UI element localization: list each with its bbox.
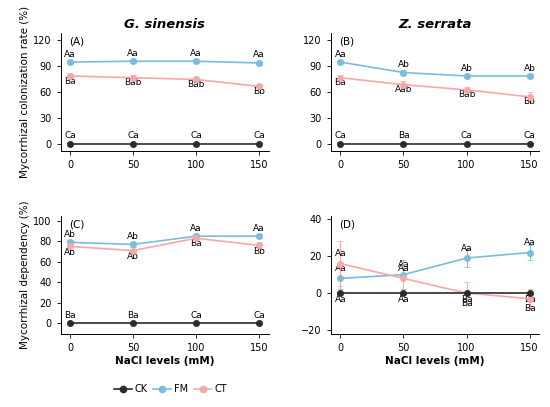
Text: Aab: Aab (395, 85, 412, 94)
Text: (C): (C) (69, 219, 84, 229)
Text: Ab: Ab (64, 248, 76, 257)
Text: Ba: Ba (127, 311, 139, 320)
Text: Aa: Aa (334, 295, 346, 304)
Text: Ba: Ba (461, 295, 472, 304)
Text: Aa: Aa (334, 249, 346, 258)
Title: G. sinensis: G. sinensis (124, 18, 205, 31)
Text: Aa: Aa (64, 50, 76, 59)
Text: Aa: Aa (253, 50, 265, 59)
Text: Bb: Bb (253, 87, 265, 96)
Text: Aa: Aa (461, 243, 472, 252)
Text: Ca: Ca (334, 131, 346, 140)
Text: Aa: Aa (524, 238, 535, 247)
Text: Ba: Ba (461, 299, 472, 308)
Text: Ba: Ba (64, 311, 76, 320)
Text: Ca: Ca (253, 131, 265, 140)
Text: Ba: Ba (398, 131, 409, 140)
Text: Bb: Bb (253, 247, 265, 256)
Text: Ca: Ca (190, 311, 202, 320)
Text: (A): (A) (69, 36, 84, 46)
Text: Bab: Bab (188, 80, 205, 89)
Text: Bb: Bb (524, 97, 536, 106)
X-axis label: NaCl levels (mM): NaCl levels (mM) (385, 356, 485, 365)
Text: Ba: Ba (524, 295, 535, 304)
Text: Aa: Aa (127, 49, 139, 58)
Text: (D): (D) (339, 219, 355, 229)
Text: Ca: Ca (127, 131, 139, 140)
Text: Aa: Aa (398, 295, 409, 304)
Text: Ba: Ba (524, 304, 535, 313)
Y-axis label: Mycorrhizal dependency (%): Mycorrhizal dependency (%) (20, 200, 30, 349)
Text: Ba: Ba (64, 77, 76, 85)
Text: Ca: Ca (64, 131, 76, 140)
Legend: CK, FM, CT: CK, FM, CT (110, 380, 231, 398)
Text: Ab: Ab (460, 63, 472, 72)
Text: Ca: Ca (461, 131, 472, 140)
Text: Aa: Aa (253, 224, 265, 233)
Text: Bab: Bab (458, 90, 475, 99)
Text: Aa: Aa (398, 260, 409, 269)
Text: Ab: Ab (524, 63, 536, 72)
Text: Ba: Ba (334, 78, 346, 87)
Text: Aa: Aa (190, 49, 202, 58)
Text: Ca: Ca (524, 131, 535, 140)
Text: Ca: Ca (253, 311, 265, 320)
X-axis label: NaCl levels (mM): NaCl levels (mM) (115, 356, 214, 365)
Text: Ab: Ab (64, 230, 76, 239)
Text: Aa: Aa (190, 224, 202, 233)
Text: Ca: Ca (190, 131, 202, 140)
Text: Ab: Ab (127, 232, 139, 241)
Text: Bab: Bab (124, 78, 142, 87)
Text: Ab: Ab (398, 60, 409, 69)
Text: Ba: Ba (190, 239, 202, 249)
Text: Aa: Aa (398, 264, 409, 273)
Text: Aa: Aa (334, 264, 346, 273)
Title: Z. serrata: Z. serrata (398, 18, 472, 31)
Y-axis label: Mycorrhizal colonization rate (%): Mycorrhizal colonization rate (%) (20, 6, 30, 178)
Text: Aa: Aa (334, 50, 346, 59)
Text: Ab: Ab (127, 252, 139, 261)
Text: (B): (B) (339, 36, 354, 46)
